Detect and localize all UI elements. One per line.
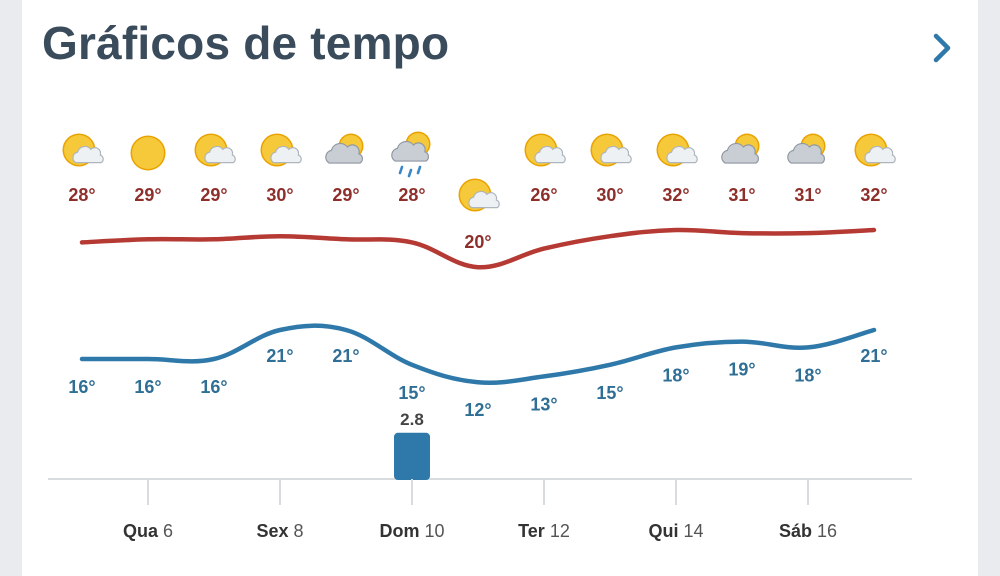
max-temp-label: 26°: [530, 185, 557, 205]
min-temp-label: 18°: [662, 365, 689, 385]
partly-cloudy-icon: [62, 133, 104, 167]
min-temp-label: 21°: [332, 346, 359, 366]
min-temp-label: 19°: [728, 360, 755, 380]
precip-label: 2.8: [400, 410, 424, 429]
max-temp-label: 29°: [200, 185, 227, 205]
min-temp-label: 15°: [596, 383, 623, 403]
x-tick-label: Ter 12: [518, 521, 570, 541]
max-temp-label: 20°: [464, 232, 491, 252]
max-temp-line: [79, 227, 877, 270]
partly-cloudy-icon: [260, 133, 302, 167]
partly-cloudy-icon: [458, 178, 500, 212]
x-tick-label: Sex 8: [256, 521, 303, 541]
x-tick-label: Sáb 16: [779, 521, 837, 541]
sun-icon: [130, 135, 166, 171]
min-temp-label: 13°: [530, 394, 557, 414]
max-temp-label: 30°: [266, 185, 293, 205]
partly-cloudy-icon: [590, 133, 632, 167]
min-temp-label: 16°: [134, 377, 161, 397]
max-temp-label: 31°: [794, 185, 821, 205]
max-temp-label: 29°: [332, 185, 359, 205]
rain-icon: [391, 131, 431, 178]
partly-cloudy-icon: [656, 133, 698, 167]
weather-card: Gráficos de tempo 2.8 Qua 6 Sex 8 Dom 10 Ter…: [22, 0, 978, 576]
max-temp-label: 31°: [728, 185, 755, 205]
x-tick-label: Qui 14: [648, 521, 703, 541]
max-temp-label: 32°: [860, 185, 887, 205]
x-tick-label: Qua 6: [123, 521, 173, 541]
min-temp-label: 12°: [464, 400, 491, 420]
min-temp-label: 16°: [200, 377, 227, 397]
cloudy-icon: [787, 133, 826, 164]
chevron-right-icon[interactable]: [926, 30, 960, 66]
cloudy-icon: [325, 133, 364, 164]
max-temp-label: 30°: [596, 185, 623, 205]
partly-cloudy-icon: [194, 133, 236, 167]
max-temp-label: 32°: [662, 185, 689, 205]
max-temp-label: 28°: [68, 185, 95, 205]
min-temp-label: 21°: [266, 346, 293, 366]
min-temp-label: 15°: [398, 383, 425, 403]
partly-cloudy-icon: [854, 133, 896, 167]
max-temp-label: 29°: [134, 185, 161, 205]
page-title: Gráficos de tempo: [42, 17, 450, 69]
x-tick-label: Dom 10: [379, 521, 444, 541]
min-temp-label: 18°: [794, 365, 821, 385]
cloudy-icon: [721, 133, 760, 164]
min-temp-line: [79, 323, 877, 385]
min-temp-label: 21°: [860, 346, 887, 366]
max-temp-label: 28°: [398, 185, 425, 205]
partly-cloudy-icon: [524, 133, 566, 167]
weather-chart: 2.8 Qua 6 Sex 8 Dom 10 Ter 12 Qui 14 Sáb 16 28°…: [48, 131, 912, 541]
precip-bar: [394, 432, 430, 480]
min-temp-label: 16°: [68, 377, 95, 397]
